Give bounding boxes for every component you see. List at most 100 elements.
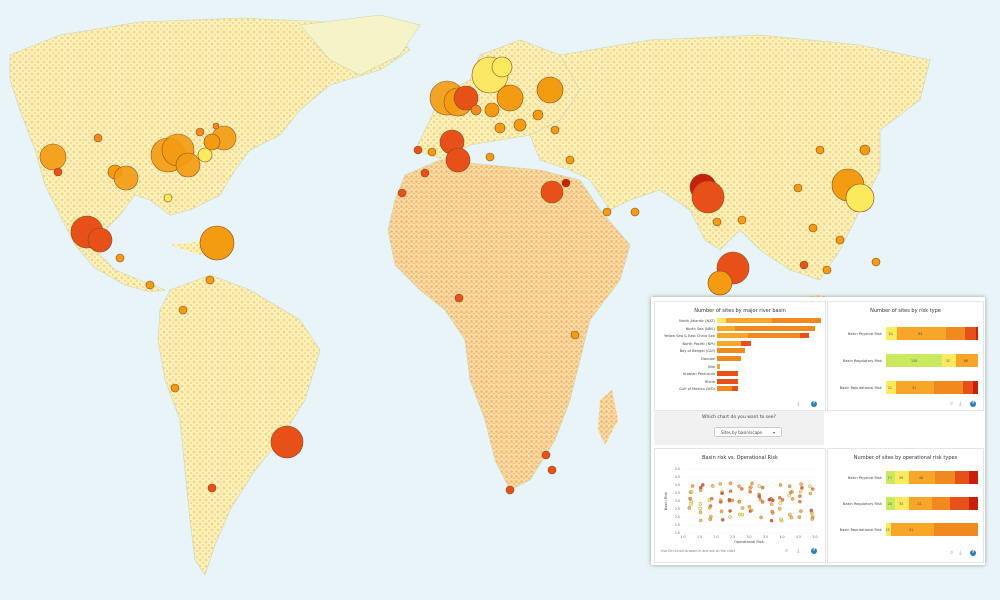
download-icon[interactable]: ⤓	[797, 547, 800, 554]
site-marker-small[interactable]	[808, 223, 818, 233]
site-marker-small[interactable]	[454, 293, 464, 303]
site-marker-iberia[interactable]	[445, 147, 471, 173]
site-marker-small[interactable]	[547, 465, 557, 475]
site-marker-east-usa[interactable]	[203, 133, 221, 151]
x-tick-label: 2.5	[730, 535, 735, 539]
help-icon[interactable]: ?	[970, 550, 976, 556]
zoom-icon[interactable]: ⌕	[785, 547, 789, 554]
site-marker-china[interactable]	[845, 183, 875, 213]
site-marker-small[interactable]	[170, 383, 180, 393]
site-marker-small[interactable]	[630, 207, 640, 217]
site-marker-caribbean[interactable]	[199, 225, 235, 261]
site-marker-brazil[interactable]	[270, 425, 304, 459]
basin-bar[interactable]	[717, 371, 821, 377]
basin-bar[interactable]	[717, 378, 821, 384]
site-marker-small[interactable]	[565, 155, 575, 165]
basin-bar[interactable]	[717, 386, 821, 392]
basin-row-label: Nile	[708, 364, 715, 369]
site-marker-small[interactable]	[113, 165, 139, 191]
site-marker-small[interactable]	[397, 188, 407, 198]
site-marker-small[interactable]	[859, 144, 871, 156]
site-marker-small[interactable]	[793, 183, 803, 193]
site-marker-small[interactable]	[195, 127, 205, 137]
scatter-point	[757, 484, 762, 488]
site-marker-small[interactable]	[550, 125, 560, 135]
scatter-point	[749, 485, 753, 489]
site-marker-europe[interactable]	[513, 118, 527, 132]
stacked-bar[interactable]: 10 84	[886, 327, 978, 340]
site-marker-small[interactable]	[541, 450, 551, 460]
site-marker-small[interactable]	[145, 280, 155, 290]
basin-bar[interactable]	[717, 325, 821, 331]
site-marker-small[interactable]	[93, 133, 103, 143]
scatter-point	[719, 498, 723, 502]
site-marker-small[interactable]	[427, 147, 437, 157]
site-marker-small[interactable]	[205, 275, 215, 285]
stacked-bar[interactable]: 20 34 41	[886, 497, 978, 510]
stacked-bar[interactable]: 11 41	[886, 381, 978, 394]
site-marker-europe[interactable]	[532, 109, 544, 121]
site-marker-small[interactable]	[799, 260, 809, 270]
chart-selector-value: Sites by basin/scape	[721, 430, 763, 435]
x-axis-label: Operational Risk	[734, 540, 765, 544]
site-marker-small[interactable]	[561, 178, 571, 188]
chart-selector-dropdown[interactable]: Sites by basin/scape ▾	[714, 427, 782, 437]
bar-segment	[955, 471, 969, 484]
bar-segment	[973, 381, 978, 394]
site-marker-europe[interactable]	[453, 85, 479, 111]
site-marker-small[interactable]	[835, 235, 845, 245]
bar-segment: 41	[895, 381, 935, 394]
site-marker-scandinavia[interactable]	[491, 56, 513, 78]
basin-bar[interactable]	[717, 348, 821, 354]
site-marker-small[interactable]	[737, 215, 747, 225]
site-marker-small[interactable]	[115, 253, 125, 263]
site-marker-mexico[interactable]	[87, 227, 113, 253]
help-icon[interactable]: ?	[811, 401, 817, 407]
zoom-icon[interactable]: ⌕	[950, 400, 954, 407]
site-marker-small[interactable]	[712, 217, 722, 227]
site-marker-small[interactable]	[163, 193, 173, 203]
basin-bar[interactable]	[717, 340, 821, 346]
download-icon[interactable]: ⤓	[959, 549, 962, 556]
site-marker-small[interactable]	[212, 122, 220, 130]
site-marker-small[interactable]	[178, 305, 188, 315]
help-icon[interactable]: ?	[811, 548, 817, 554]
site-marker-small[interactable]	[815, 145, 825, 155]
site-marker-india[interactable]	[691, 180, 725, 214]
site-marker-east-usa[interactable]	[197, 147, 213, 163]
basin-bar[interactable]	[717, 333, 821, 339]
site-marker-small[interactable]	[822, 265, 832, 275]
site-marker-small[interactable]	[413, 145, 423, 155]
download-icon[interactable]: ⤓	[959, 400, 962, 407]
site-marker-europe[interactable]	[536, 76, 564, 104]
site-marker-east-usa[interactable]	[175, 152, 201, 178]
site-marker-sri-lanka[interactable]	[707, 270, 733, 296]
basin-bar[interactable]	[717, 318, 821, 323]
site-marker-egypt[interactable]	[540, 180, 564, 204]
site-marker-small[interactable]	[470, 104, 482, 116]
site-marker-small[interactable]	[570, 330, 580, 340]
help-icon[interactable]: ?	[970, 401, 976, 407]
scatter-point	[798, 499, 802, 504]
stacked-bar[interactable]: 17 29 46	[886, 471, 978, 484]
scatter-plot[interactable]: 5.0 4.5 4.0 3.5 3.0 2.5 2.0 1.5 1.01.0 1.5 2.0 2.5 3…	[655, 461, 825, 556]
basin-bar[interactable]	[717, 356, 821, 361]
site-marker-west-usa[interactable]	[39, 143, 67, 171]
x-tick-label: 4.5	[796, 535, 801, 539]
download-icon[interactable]: ⤓	[797, 400, 800, 407]
site-marker-small[interactable]	[871, 257, 881, 267]
site-marker-small[interactable]	[485, 152, 495, 162]
site-marker-europe[interactable]	[484, 102, 500, 118]
site-marker-small[interactable]	[602, 207, 612, 217]
stacked-bar[interactable]: 130 31 68	[886, 354, 978, 367]
zoom-icon[interactable]: ⌕	[950, 549, 954, 556]
site-marker-small[interactable]	[53, 167, 63, 177]
site-marker-europe[interactable]	[496, 84, 524, 112]
site-marker-small[interactable]	[505, 485, 515, 495]
bar-segment	[717, 325, 736, 331]
stacked-bar[interactable]: 13 41	[885, 523, 978, 536]
site-marker-small[interactable]	[494, 122, 506, 134]
site-marker-small[interactable]	[207, 483, 217, 493]
site-marker-small[interactable]	[420, 168, 430, 178]
basin-bar[interactable]	[717, 363, 821, 369]
